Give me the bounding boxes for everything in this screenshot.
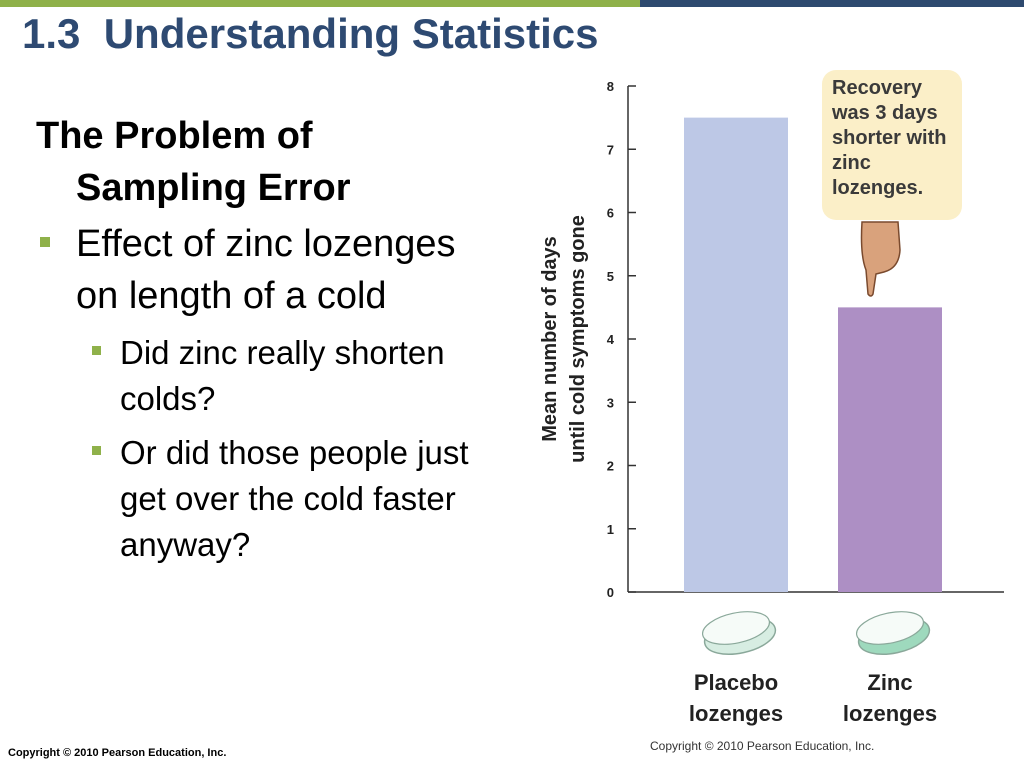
x-category-label: Zinc [867, 670, 912, 695]
x-category-label: Placebo [694, 670, 778, 695]
bullet-text: Effect of zinc lozenges on length of a c… [76, 223, 456, 317]
pointing-hand-icon [860, 221, 901, 297]
lozenge-top-icon [701, 611, 771, 645]
y-tick-label: 1 [607, 522, 614, 537]
top-dark-bar [640, 0, 1024, 7]
slide-footer: Copyright © 2010 Pearson Education, Inc. [8, 747, 227, 759]
bullet-square-icon [40, 237, 50, 247]
section-heading: The Problem of Sampling Error [36, 110, 496, 214]
bullet-square-icon [92, 346, 101, 355]
y-tick-label: 0 [607, 585, 614, 600]
bar-placebo [684, 117, 788, 592]
annotation-text: Recovery was 3 days shorter with zinc lo… [832, 77, 947, 199]
slide-content: The Problem of Sampling Error Effect of … [36, 110, 496, 568]
y-axis-label-line: Mean number of days [539, 236, 561, 442]
y-tick-label: 7 [607, 142, 614, 157]
x-category-label: lozenges [843, 701, 937, 726]
y-tick-label: 2 [607, 459, 614, 474]
sub-bullet-text: Did zinc really shorten colds? [120, 334, 445, 417]
y-axis-label-line: until cold symptoms gone [567, 215, 589, 463]
y-tick-label: 8 [607, 79, 614, 94]
bullet-square-icon [92, 446, 101, 455]
chart-copyright: Copyright © 2010 Pearson Education, Inc. [650, 739, 875, 753]
y-tick-label: 5 [607, 269, 614, 284]
y-axis-label: Mean number of days until cold symptoms g… [539, 215, 589, 463]
top-accent-bar [0, 0, 640, 7]
bullet-item: Effect of zinc lozenges on length of a c… [36, 218, 496, 322]
heading-line-1: The Problem of [36, 115, 313, 157]
hand-shape [860, 221, 901, 297]
y-tick-label: 4 [607, 332, 615, 347]
sub-bullet-item: Or did those people just get over the co… [36, 430, 496, 568]
sub-bullet-item: Did zinc really shorten colds? [36, 330, 496, 422]
x-category-label: lozenges [689, 701, 783, 726]
slide-title: 1.3 Understanding Statistics [22, 10, 599, 57]
y-tick-label: 3 [607, 395, 614, 410]
bar-zinc [838, 307, 942, 592]
annotation-callout: Recovery was 3 days shorter with zinc lo… [822, 70, 962, 220]
y-tick-label: 6 [607, 206, 614, 221]
sub-bullet-text: Or did those people just get over the co… [120, 434, 469, 563]
lozenge-top-icon [855, 611, 925, 645]
heading-line-2: Sampling Error [76, 167, 351, 209]
